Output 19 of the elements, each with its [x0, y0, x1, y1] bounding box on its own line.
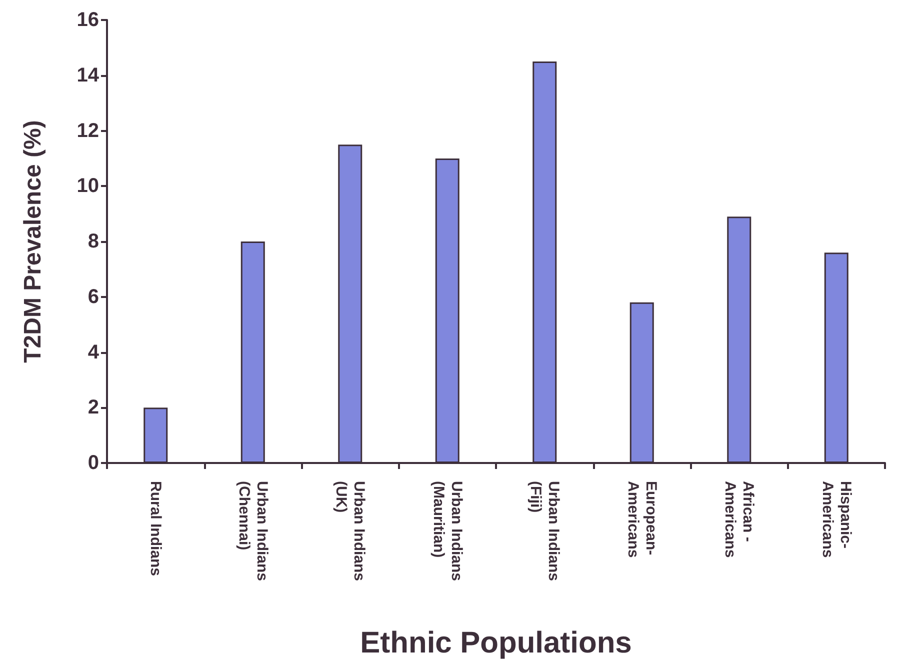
y-tick-label: 14	[76, 64, 100, 86]
y-tick-label: 4	[88, 341, 100, 364]
y-tick-label: 8	[88, 230, 99, 252]
y-tick-label: 6	[88, 286, 99, 308]
x-tick-label: Urban Indians (UK)	[332, 481, 368, 582]
x-tick-label: European- Americans	[624, 481, 660, 558]
y-axis-title: T2DM Prevalence (%)	[20, 120, 46, 363]
x-axis-title: Ethnic Populations	[360, 626, 632, 660]
x-tick-label: Urban Indians (Mauritian)	[430, 481, 465, 582]
x-tick-label: Hispanic- Americans	[818, 481, 854, 558]
x-tick-label: African - Americans	[722, 481, 757, 558]
y-tick-label: 2	[88, 396, 99, 419]
x-tick-label: Rural Indians	[147, 481, 164, 576]
x-tick-label: Urban Indians (Fiji)	[527, 481, 562, 582]
y-tick-label: 16	[76, 9, 99, 31]
y-tick-label: 12	[76, 120, 99, 142]
x-tick-label: Urban Indians (Chennai)	[235, 481, 270, 582]
y-tick-label: 10	[76, 175, 99, 198]
y-tick-label: 0	[88, 452, 99, 474]
